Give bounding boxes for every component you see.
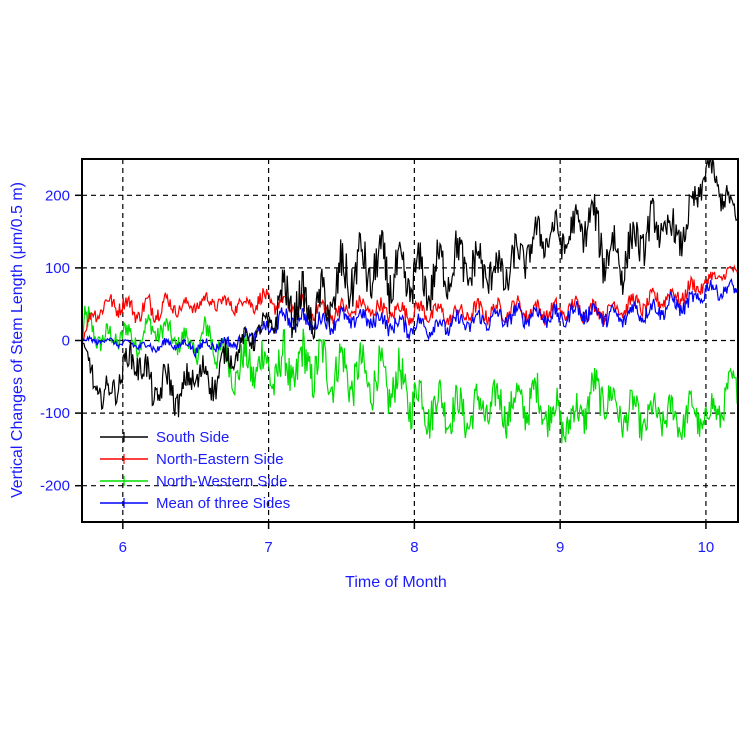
tick-labels: 6 7 8 9 10 -200 -100 0 100 200 xyxy=(40,187,714,556)
x-tick-label: 10 xyxy=(698,539,715,556)
ticks xyxy=(75,194,707,529)
legend-label: North-Eastern Side xyxy=(156,451,284,468)
series-line-south-side xyxy=(82,159,738,418)
y-tick-label: 0 xyxy=(62,333,70,350)
series-layer xyxy=(82,159,738,444)
y-axis-title: Vertical Changes of Stem Length (μm/0.5 … xyxy=(9,182,26,498)
series-line-north-eastern-side xyxy=(82,264,738,343)
x-axis-title: Time of Month xyxy=(345,574,447,591)
y-tick-label: 200 xyxy=(45,187,70,204)
legend-label: North-Western Side xyxy=(156,473,287,490)
x-tick-label: 7 xyxy=(264,539,272,556)
legend-label: South Side xyxy=(156,429,229,446)
series-line-north-western-side xyxy=(82,305,738,444)
series-line-mean-of-three-sides xyxy=(82,278,738,360)
x-tick-label: 8 xyxy=(410,539,418,556)
y-tick-label: -100 xyxy=(40,405,70,422)
y-tick-label: -200 xyxy=(40,478,70,495)
legend-label: Mean of three Sides xyxy=(156,495,290,512)
x-tick-label: 6 xyxy=(119,539,127,556)
legend: South Side North-Eastern Side North-Wester… xyxy=(100,429,290,512)
x-tick-label: 9 xyxy=(556,539,564,556)
y-tick-label: 100 xyxy=(45,260,70,277)
